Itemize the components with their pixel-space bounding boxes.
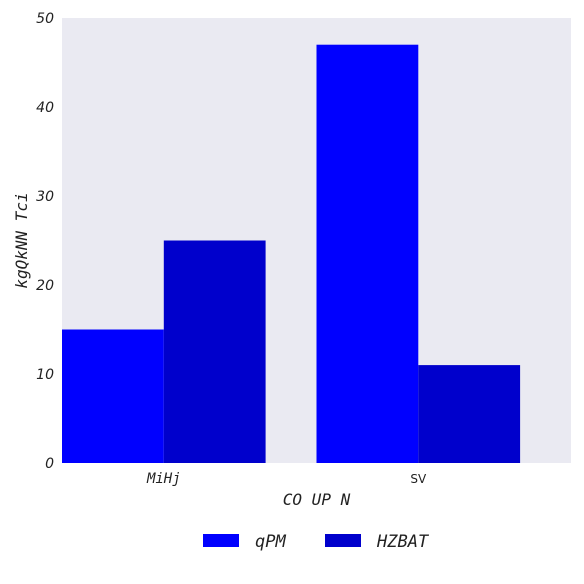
y-axis-ticks: 0 10 20 30 40 50 <box>36 11 54 472</box>
y-tick-label: 10 <box>36 367 54 383</box>
legend: qPM HZBAT <box>203 532 430 552</box>
y-tick-label: 30 <box>36 189 54 205</box>
legend-swatch-qPM <box>203 534 239 547</box>
bar-qPM-MiHj <box>62 329 164 463</box>
legend-label-qPM: qPM <box>255 532 286 552</box>
legend-swatch-HZBAT <box>325 534 361 547</box>
legend-label-HZBAT: HZBAT <box>376 532 430 552</box>
bars-group <box>62 44 521 463</box>
x-axis-label: CO UP N <box>283 490 351 509</box>
y-tick-label: 20 <box>36 278 54 294</box>
y-axis-label: kgQkNN Tci <box>12 192 31 288</box>
x-axis-ticks: MiHj SV <box>146 471 427 487</box>
bar-HZBAT-SV <box>418 365 521 463</box>
y-tick-label: 50 <box>36 11 54 27</box>
x-tick-label: MiHj <box>146 471 181 487</box>
bar-qPM-SV <box>316 44 419 463</box>
bar-HZBAT-MiHj <box>163 240 266 463</box>
y-tick-label: 40 <box>36 100 54 116</box>
y-tick-label: 0 <box>45 456 54 472</box>
x-tick-label: SV <box>410 472 427 486</box>
